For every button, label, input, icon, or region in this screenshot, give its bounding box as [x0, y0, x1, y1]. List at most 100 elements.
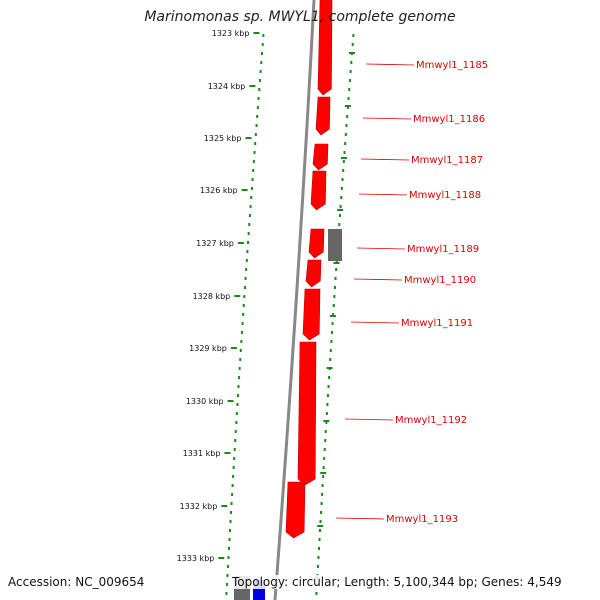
- ruler-dot: [249, 205, 252, 208]
- ruler-dot: [316, 565, 319, 568]
- ruler-dot: [325, 412, 328, 415]
- ruler-dot: [344, 133, 347, 136]
- gene-leader-line: [356, 247, 406, 250]
- ruler-dot: [226, 565, 229, 568]
- ruler-dot: [238, 376, 241, 379]
- ruler-dot: [241, 322, 244, 325]
- ruler-dot: [260, 61, 263, 64]
- ruler-dot: [237, 385, 240, 388]
- ruler-dot: [245, 268, 248, 271]
- ruler-dot: [236, 394, 239, 397]
- ruler-dot: [315, 592, 318, 595]
- ruler-dot: [338, 223, 341, 226]
- ruler-dot: [345, 124, 348, 127]
- ruler-dot: [328, 376, 331, 379]
- ruler-dot: [346, 115, 349, 118]
- tick-label: 1326 kbp: [200, 186, 238, 195]
- ruler-dot: [251, 178, 254, 181]
- gene-label: Mmwyl1_1193: [386, 514, 458, 525]
- ruler-dot: [252, 160, 255, 163]
- gene-arrow: [297, 341, 317, 486]
- ruler-dot: [323, 457, 326, 460]
- backbone-line: [273, 0, 316, 600]
- ruler-dot: [226, 574, 229, 577]
- tick-label: 1331 kbp: [183, 449, 221, 458]
- ruler-dot: [225, 583, 228, 586]
- ruler-dot: [352, 34, 355, 37]
- ruler-dot: [332, 313, 335, 316]
- genome-title: Marinomonas sp. MWYL1, complete genome: [144, 9, 456, 25]
- ruler-dot: [236, 403, 239, 406]
- ruler-dot: [254, 142, 257, 145]
- ruler-dot: [333, 295, 336, 298]
- outer-tick-mark: [337, 209, 344, 211]
- outer-tick-mark: [344, 105, 351, 107]
- ruler-dot: [351, 43, 354, 46]
- gene-leader-line: [350, 321, 400, 324]
- ruler-dot: [229, 529, 232, 532]
- ruler-dot: [333, 286, 336, 289]
- ruler-dot: [341, 178, 344, 181]
- gene-label: Mmwyl1_1192: [395, 415, 467, 426]
- gene-label: Mmwyl1_1191: [401, 318, 473, 329]
- ruler-dot: [239, 358, 242, 361]
- ruler-dot: [259, 70, 262, 73]
- ruler-dot: [244, 277, 247, 280]
- ruler-dot: [347, 97, 350, 100]
- ruler-dot: [322, 466, 325, 469]
- gene-label: Mmwyl1_1187: [411, 155, 483, 166]
- gene-arrow: [285, 481, 306, 539]
- ruler-dot: [257, 97, 260, 100]
- outer-tick-mark: [326, 367, 333, 369]
- ruler-dot: [247, 232, 250, 235]
- ruler-dot: [230, 511, 233, 514]
- ruler-dot: [232, 466, 235, 469]
- gene-leader-line: [353, 278, 403, 281]
- ruler-dot: [348, 88, 351, 91]
- ruler-dot: [319, 529, 322, 532]
- ruler-dot: [232, 475, 235, 478]
- tick-mark: [249, 85, 256, 87]
- ruler-dot: [233, 448, 236, 451]
- ruler-dot: [248, 214, 251, 217]
- ruler-dot: [340, 196, 343, 199]
- gene-arrow: [310, 170, 327, 211]
- gene-arrow: [302, 288, 321, 341]
- ruler-dot: [238, 367, 241, 370]
- gene-leader-line: [335, 517, 385, 520]
- ruler-dot: [250, 196, 253, 199]
- tick-mark: [241, 189, 248, 191]
- tick-mark: [237, 242, 244, 244]
- ruler-dot: [243, 286, 246, 289]
- gene-block-gray: [328, 229, 342, 261]
- gene-label: Mmwyl1_1186: [413, 114, 485, 125]
- outer-tick-mark: [323, 420, 330, 422]
- ruler-dot: [246, 250, 249, 253]
- ruler-dot: [327, 385, 330, 388]
- ruler-dot: [252, 169, 255, 172]
- ruler-dot: [234, 430, 237, 433]
- tick-label: 1332 kbp: [180, 502, 218, 511]
- ruler-dot: [349, 70, 352, 73]
- ruler-dot: [324, 430, 327, 433]
- ruler-dot: [248, 223, 251, 226]
- gene-arrow: [305, 259, 322, 288]
- outer-tick-mark: [329, 315, 336, 317]
- ruler-dot: [326, 403, 329, 406]
- outer-tick-mark: [348, 52, 355, 54]
- ruler-dot: [331, 322, 334, 325]
- ruler-dot: [344, 142, 347, 145]
- ruler-dot: [230, 502, 233, 505]
- ruler-dot: [228, 538, 231, 541]
- outer-tick-mark: [317, 525, 324, 527]
- ruler-dot: [321, 493, 324, 496]
- tick-label: 1330 kbp: [186, 397, 224, 406]
- ruler-dot: [318, 538, 321, 541]
- gene-leader-line: [365, 63, 415, 66]
- ruler-dot: [242, 304, 245, 307]
- ruler-dot: [322, 475, 325, 478]
- ruler-dot: [240, 331, 243, 334]
- ruler-dot: [234, 439, 237, 442]
